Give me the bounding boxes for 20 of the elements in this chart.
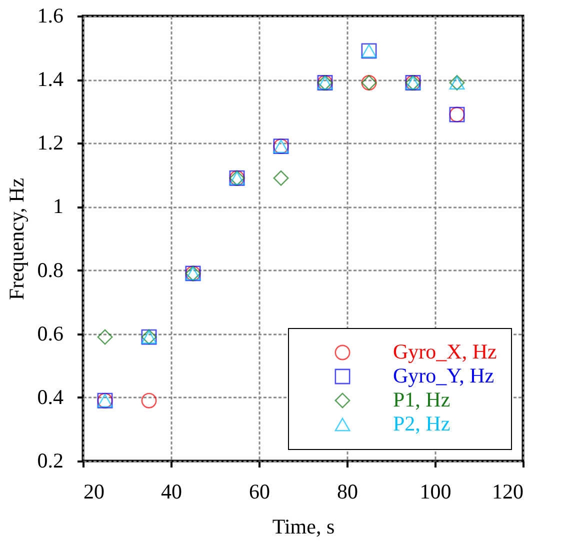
y-axis-title: Frequency, Hz — [4, 178, 28, 300]
legend-label: Gyro_Y, Hz — [393, 364, 494, 388]
y-tick-label: 0.2 — [37, 448, 64, 472]
y-tick-label: 1.4 — [37, 67, 64, 92]
legend-label: Gyro_X, Hz — [393, 340, 497, 364]
x-tick-label: 120 — [492, 480, 524, 504]
x-axis-title: Time, s — [272, 514, 335, 538]
x-tick-label: 40 — [161, 480, 182, 504]
legend-label: P2, Hz — [393, 412, 450, 436]
y-tick-label: 1.6 — [37, 4, 64, 28]
y-tick-label: 1.2 — [37, 130, 64, 155]
y-tick-label: 0.4 — [37, 384, 64, 409]
legend-label: P1, Hz — [393, 388, 450, 412]
x-tick-label: 100 — [420, 480, 452, 504]
y-tick-label: 0.6 — [37, 321, 64, 346]
y-tick-label: 0.8 — [37, 258, 64, 282]
y-tick-label: 1 — [53, 194, 64, 218]
x-tick-label: 60 — [249, 480, 270, 504]
x-tick-label: 80 — [337, 480, 358, 504]
x-tick-label: 20 — [84, 480, 104, 504]
